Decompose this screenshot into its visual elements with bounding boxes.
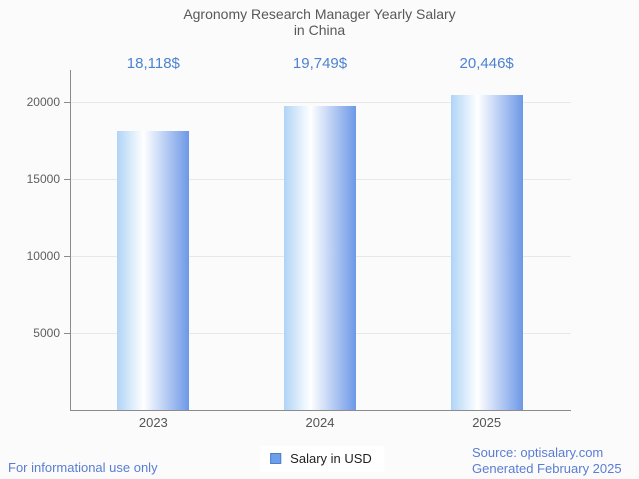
y-tick-20000	[64, 102, 70, 103]
disclaimer-text: For informational use only	[8, 460, 158, 475]
y-axis-line	[70, 70, 71, 410]
value-label-2024: 19,749$	[292, 55, 348, 72]
x-axis-line	[70, 410, 571, 411]
y-tick-10000	[64, 256, 70, 257]
y-tick-label-20000: 20000	[26, 95, 60, 109]
bar-2024	[284, 105, 356, 410]
y-tick-5000	[64, 333, 70, 334]
y-tick-15000	[64, 179, 70, 180]
legend: Salary in USD	[260, 446, 384, 472]
bar-2025	[450, 95, 523, 410]
gridline-20000	[71, 102, 571, 103]
value-label-2023: 18,118$	[126, 55, 180, 72]
y-tick-label-15000: 15000	[26, 172, 60, 186]
legend-swatch-icon	[270, 453, 282, 464]
x-axis-label-2025: 2025	[472, 415, 502, 430]
x-axis-label-2024: 2024	[305, 415, 335, 430]
x-axis-label-2023: 2023	[138, 415, 168, 430]
chart-title: Agronomy Research Manager Yearly Salary …	[0, 6, 639, 38]
y-tick-label-5000: 5000	[33, 326, 60, 340]
source-block: Source: optisalary.com Generated Februar…	[472, 445, 622, 476]
value-label-2025: 20,446$	[459, 55, 514, 72]
legend-label: Salary in USD	[290, 451, 372, 466]
chart-title-line2: in China	[293, 22, 346, 38]
source-text: Source: optisalary.com	[472, 445, 604, 460]
y-tick-label-10000: 10000	[26, 249, 60, 263]
generated-text: Generated February 2025	[472, 460, 622, 476]
bar-2023	[117, 130, 190, 410]
chart-title-line1: Agronomy Research Manager Yearly Salary	[183, 6, 456, 22]
